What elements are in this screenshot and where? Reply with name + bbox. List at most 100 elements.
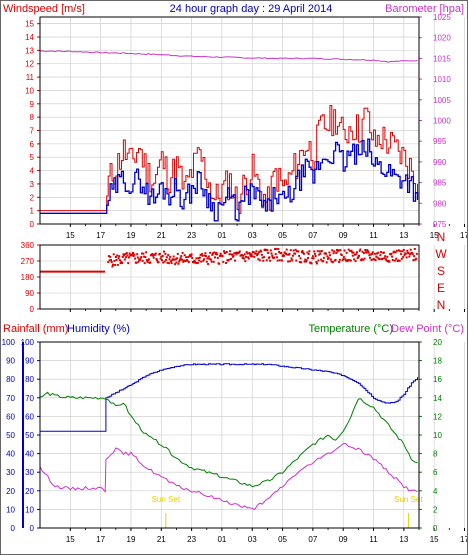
compass-label-4: N — [437, 298, 446, 312]
wind-direction-point — [298, 261, 301, 264]
wind-direction-point — [134, 257, 137, 260]
wind-direction-point — [132, 255, 135, 257]
wind-direction-point — [243, 257, 245, 260]
wind-direction-point — [349, 249, 352, 252]
wind-direction-point — [254, 252, 257, 255]
temp-ytick-label-9: 90 — [25, 357, 34, 366]
wind-direction-point — [181, 251, 184, 254]
wind-direction-point — [369, 253, 372, 256]
temp-rtick-label-1: 2 — [433, 505, 438, 514]
wind-direction-point — [169, 260, 172, 263]
wind-direction-point — [370, 258, 373, 261]
wind-direction-point — [190, 253, 193, 256]
wind-direction-point — [154, 253, 157, 256]
wind-direction-point — [353, 253, 356, 256]
wind-direction-point — [113, 259, 116, 262]
wind-direction-point — [234, 259, 236, 262]
wind-direction-point — [367, 250, 369, 253]
temp-xtick-label-12: 15 — [430, 535, 439, 544]
wind-gust-line — [40, 105, 418, 214]
wind-direction-point — [357, 255, 360, 258]
wind-direction-point — [406, 249, 409, 252]
wind-direction-point — [329, 258, 332, 261]
wind-direction-point — [402, 255, 405, 258]
wind-direction-point — [119, 262, 122, 265]
wind-direction-point — [251, 255, 254, 258]
wind-direction-point — [225, 251, 228, 253]
rainfall-tick-label-6: 60 — [6, 412, 15, 421]
temperature-axis-label: Temperature (°C) — [309, 323, 393, 335]
wind-direction-point — [174, 258, 177, 261]
wind-direction-point — [182, 260, 185, 263]
wind-direction-point — [112, 253, 115, 256]
wind-direction-point — [118, 255, 121, 258]
wind-direction-point — [305, 259, 308, 262]
wind-direction-point — [371, 251, 374, 254]
wind-ytick-label-5: 5 — [30, 153, 35, 162]
wind-direction-point — [366, 249, 369, 252]
wind-direction-point — [172, 258, 174, 261]
wind-direction-point — [391, 259, 394, 261]
wind-direction-point — [412, 259, 415, 262]
sunset-label-0: Sun Set — [152, 495, 181, 504]
wind-direction-point — [249, 253, 252, 256]
wind-direction-point — [151, 253, 154, 255]
wind-direction-point — [114, 256, 117, 258]
wind-direction-point — [338, 261, 341, 263]
wind-direction-point — [411, 251, 413, 254]
wind-direction-point — [156, 259, 159, 262]
temp-xtick-label-7: 05 — [278, 535, 287, 544]
wind-direction-point — [398, 259, 401, 262]
wind-direction-point — [141, 252, 143, 255]
temp-ytick-label-3: 30 — [25, 468, 34, 477]
wind-direction-point — [218, 255, 221, 257]
wind-direction-point — [224, 251, 227, 254]
wind-direction-point — [300, 261, 303, 264]
wind-direction-point — [136, 256, 139, 259]
sunset-label-1: Sun Set — [394, 495, 423, 504]
wind-direction-point — [207, 255, 210, 258]
rainfall-tick-label-9: 90 — [6, 357, 15, 366]
wind-xtick-label-2: 19 — [127, 231, 136, 240]
wind-direction-point — [336, 248, 338, 251]
rainfall-axis-label: Rainfall (mm) — [3, 323, 68, 335]
wind-direction-point — [368, 254, 371, 257]
wind-direction-point — [115, 258, 118, 261]
wind-rtick-label-0: 975 — [433, 220, 447, 229]
wind-direction-point — [110, 259, 112, 261]
temp-xtick-label-11: 13 — [399, 535, 408, 544]
wind-direction-point — [205, 260, 208, 263]
wind-direction-point — [197, 257, 200, 260]
wind-direction-point — [359, 248, 362, 251]
wind-direction-point — [250, 253, 253, 256]
wind-direction-point — [311, 255, 314, 258]
wind-direction-point — [235, 253, 238, 256]
wind-direction-point — [360, 258, 363, 261]
wind-direction-point — [183, 254, 186, 257]
wind-direction-point — [408, 255, 411, 258]
wind-ytick-label-1: 1 — [30, 207, 35, 216]
wind-direction-point — [285, 252, 287, 255]
wind-direction-point — [319, 252, 322, 255]
wind-direction-point — [221, 255, 224, 258]
barometer-line — [39, 50, 418, 63]
wind-direction-point — [356, 257, 359, 259]
wind-direction-point — [133, 253, 136, 256]
wind-direction-point — [107, 261, 110, 264]
temp-xtick-label-10: 11 — [369, 535, 378, 544]
wind-direction-point — [185, 256, 188, 259]
wind-direction-point — [289, 260, 292, 263]
wind-direction-point — [268, 256, 271, 259]
wind-direction-point — [331, 261, 334, 264]
wind-xtick-label-7: 05 — [278, 231, 287, 240]
wind-direction-point — [258, 251, 261, 254]
wind-direction-point — [384, 258, 387, 261]
wind-direction-point — [318, 253, 321, 256]
wind-direction-point — [276, 256, 278, 259]
wind-direction-point — [376, 252, 378, 255]
wind-xtick-label-12: 15 — [430, 231, 439, 240]
wind-direction-point — [111, 265, 114, 268]
wind-direction-point — [365, 251, 368, 254]
wind-direction-point — [342, 256, 345, 259]
wind-direction-point — [292, 249, 295, 252]
